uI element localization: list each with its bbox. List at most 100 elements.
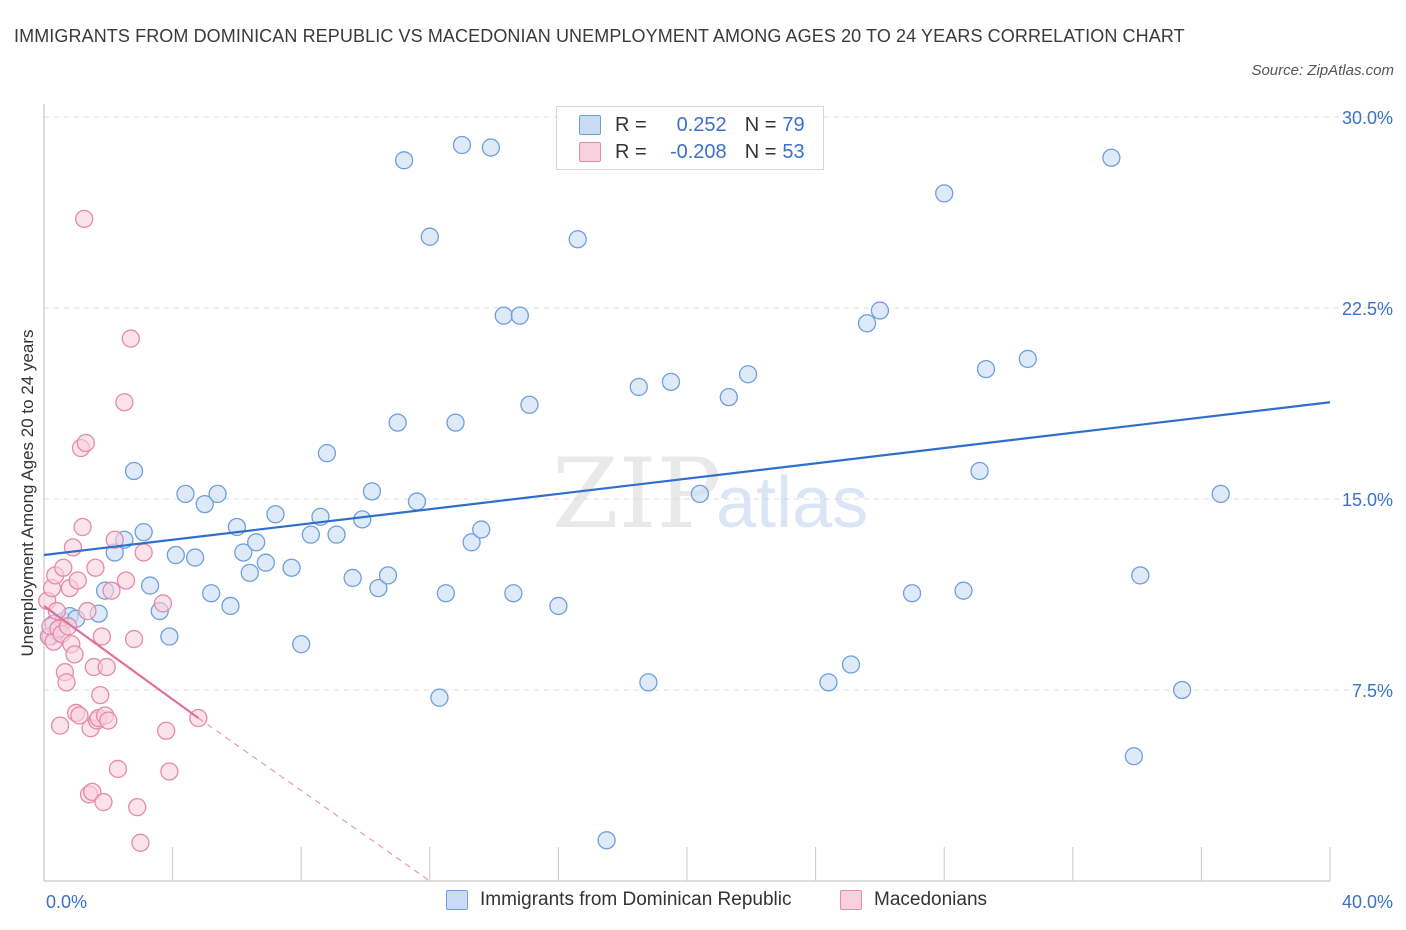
data-point-dominican xyxy=(472,520,491,539)
data-point-dominican xyxy=(234,543,253,562)
data-point-macedonian xyxy=(97,657,116,677)
data-point-dominican xyxy=(462,533,481,552)
data-point-macedonian xyxy=(47,601,67,621)
data-point-dominican xyxy=(510,306,529,325)
series-legend: Immigrants from Dominican Republic Maced… xyxy=(0,889,1406,915)
data-point-dominican xyxy=(362,482,382,501)
data-point-dominican xyxy=(1102,148,1121,167)
series-macedonian-points xyxy=(38,209,208,852)
data-point-macedonian xyxy=(86,558,105,577)
data-point-dominican xyxy=(661,372,681,392)
legend-row-dominican: R = 0.252 N = 79 xyxy=(579,112,805,138)
data-point-macedonian xyxy=(115,393,134,412)
legend-r-value: 0.252 xyxy=(676,113,727,136)
data-point-dominican xyxy=(369,578,388,598)
data-point-macedonian xyxy=(57,673,76,692)
legend-n-value: 79 xyxy=(782,113,805,136)
chart-title: IMMIGRANTS FROM DOMINICAN REPUBLIC VS MA… xyxy=(14,26,1185,46)
x-tick-label: 40.0% xyxy=(1342,892,1393,912)
legend-swatch-blue xyxy=(579,115,601,135)
data-point-dominican xyxy=(719,387,738,407)
data-point-dominican xyxy=(240,563,259,583)
data-point-macedonian xyxy=(58,617,78,636)
y-tick-label: 15.0% xyxy=(1342,490,1393,510)
axes xyxy=(43,104,1331,882)
data-point-dominican xyxy=(738,365,758,384)
data-point-dominican xyxy=(343,568,362,588)
data-point-macedonian xyxy=(75,209,94,229)
data-point-dominican xyxy=(494,306,513,325)
data-point-macedonian xyxy=(68,571,87,590)
data-point-macedonian xyxy=(121,329,140,348)
correlation-legend: R = 0.252 N = 79 R = -0.208 N = 53 xyxy=(556,106,824,170)
data-point-macedonian xyxy=(134,543,153,562)
legend-n-value: 53 xyxy=(782,140,805,163)
legend-r-value: -0.208 xyxy=(669,140,727,163)
legend-n-label: N = xyxy=(744,140,777,163)
data-point-dominican xyxy=(504,584,523,603)
data-point-dominican xyxy=(1124,747,1144,766)
data-point-macedonian xyxy=(54,558,73,577)
data-point-dominican xyxy=(394,151,414,170)
data-point-macedonian xyxy=(124,629,144,649)
data-point-macedonian xyxy=(94,792,113,812)
data-point-dominican xyxy=(292,635,311,654)
data-point-dominican xyxy=(452,135,472,155)
trend-extension-macedonian xyxy=(197,717,431,882)
data-point-dominican xyxy=(266,505,285,524)
data-point-dominican xyxy=(166,545,185,565)
data-point-dominican xyxy=(481,138,501,157)
y-tick-label: 22.5% xyxy=(1342,299,1393,319)
data-point-dominican xyxy=(140,576,160,595)
data-point-dominican xyxy=(629,377,648,397)
data-point-dominican xyxy=(970,461,989,481)
data-point-dominican xyxy=(690,484,710,504)
data-point-macedonian xyxy=(70,706,89,725)
data-point-dominican xyxy=(935,184,954,203)
data-point-dominican xyxy=(195,494,214,514)
data-point-dominican xyxy=(208,484,227,504)
legend-item-macedonian[interactable]: Macedonians xyxy=(840,889,987,911)
data-point-dominican xyxy=(221,596,240,616)
data-point-macedonian xyxy=(157,721,176,740)
data-point-macedonian xyxy=(78,601,97,621)
data-point-dominican xyxy=(1018,349,1037,369)
legend-item-dominican[interactable]: Immigrants from Dominican Republic xyxy=(446,889,792,911)
data-point-dominican xyxy=(954,581,973,600)
data-point-dominican xyxy=(282,558,301,577)
data-point-macedonian xyxy=(128,797,147,817)
legend-r-label: R = xyxy=(615,113,647,136)
trend-line-dominican xyxy=(43,401,1331,557)
trend-lines xyxy=(43,401,1331,882)
data-point-macedonian xyxy=(131,833,150,852)
y-axis-label: Unemployment Among Ages 20 to 24 years xyxy=(18,329,37,657)
data-point-dominican xyxy=(353,510,372,529)
data-point-dominican xyxy=(819,673,838,692)
legend-r-label: R = xyxy=(615,140,647,163)
x-tick-label: 0.0% xyxy=(46,892,87,912)
data-point-dominican xyxy=(841,655,861,674)
data-point-dominican xyxy=(639,673,658,692)
data-point-dominican xyxy=(378,566,398,585)
source-label: Source: ZipAtlas.com xyxy=(1251,62,1394,79)
trend-line-macedonian xyxy=(43,605,199,719)
series-dominican-points xyxy=(41,135,1230,850)
data-point-dominican xyxy=(430,688,449,707)
gridlines xyxy=(44,116,1388,691)
data-point-dominican xyxy=(446,413,465,432)
data-point-dominican xyxy=(176,484,195,504)
data-point-dominican xyxy=(134,522,153,542)
data-point-dominican xyxy=(388,413,407,432)
data-point-dominican xyxy=(549,596,568,616)
legend-label-macedonian: Macedonians xyxy=(874,889,988,910)
watermark: ZIP atlas xyxy=(552,438,868,550)
data-point-dominican xyxy=(520,395,539,414)
data-point-dominican xyxy=(327,525,346,544)
data-point-dominican xyxy=(597,831,616,850)
data-point-dominican xyxy=(202,584,221,603)
data-point-macedonian xyxy=(105,530,124,549)
data-point-dominican xyxy=(976,359,996,379)
data-point-macedonian xyxy=(99,711,118,730)
data-point-dominican xyxy=(247,533,266,552)
